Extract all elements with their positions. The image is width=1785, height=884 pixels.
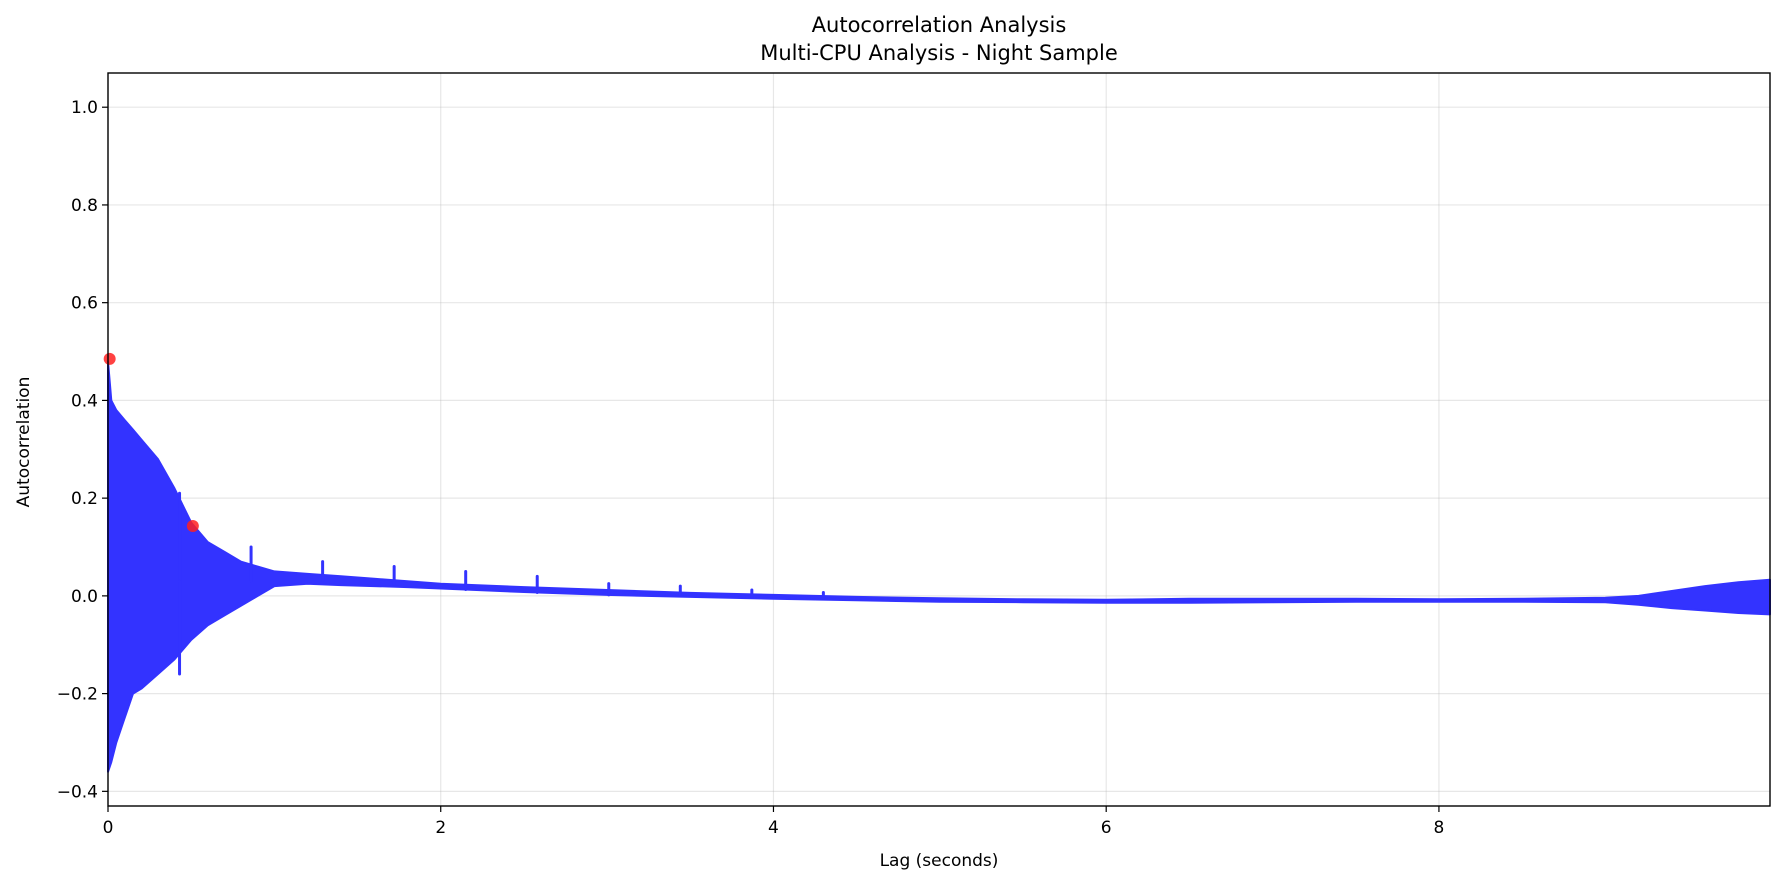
x-tick-label: 8	[1434, 818, 1445, 838]
x-axis-ticks: 0 2 4 6 8	[103, 806, 1445, 838]
y-tick-label: 0.4	[71, 391, 98, 411]
y-tick-label: −0.2	[57, 685, 98, 705]
y-tick-label: 0.8	[71, 196, 98, 216]
y-tick-label: 0.6	[71, 294, 98, 314]
x-axis-label: Lag (seconds)	[880, 851, 999, 871]
x-tick-label: 4	[768, 818, 779, 838]
peak-marker	[186, 519, 199, 532]
grid	[107, 73, 1770, 806]
peak-marker	[103, 352, 116, 365]
x-tick-label: 6	[1101, 818, 1112, 838]
y-tick-label: 1.0	[71, 98, 98, 118]
x-tick-label: 0	[103, 818, 114, 838]
y-axis-label: Autocorrelation	[14, 377, 34, 508]
y-tick-label: −0.4	[57, 782, 98, 802]
plot-frame	[107, 72, 1771, 807]
x-tick-label: 2	[435, 818, 446, 838]
peak-markers	[103, 352, 199, 532]
y-axis-ticks: −0.4 −0.2 0.0 0.2 0.4 0.6 0.8 1.0	[57, 98, 108, 802]
y-tick-label: 0.0	[71, 587, 98, 607]
y-tick-label: 0.2	[71, 489, 98, 509]
chart-subtitle: Multi-CPU Analysis - Night Sample	[760, 41, 1118, 65]
chart-title: Autocorrelation Analysis	[812, 13, 1067, 37]
